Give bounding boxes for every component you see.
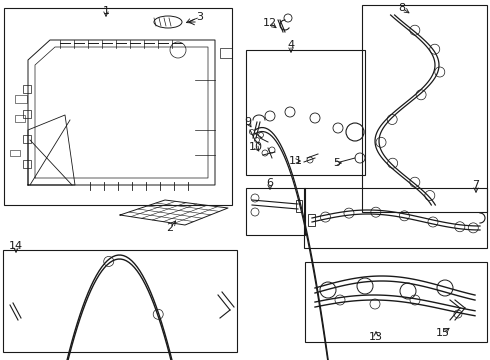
Bar <box>10 150 20 156</box>
Text: 6: 6 <box>267 178 273 188</box>
Text: 15: 15 <box>436 328 450 338</box>
Text: 7: 7 <box>472 180 480 190</box>
Bar <box>23 110 31 118</box>
Bar <box>23 135 31 143</box>
Bar <box>304 188 487 248</box>
Text: 9: 9 <box>245 117 251 127</box>
Bar <box>220 48 232 58</box>
Text: 14: 14 <box>9 241 23 251</box>
Bar <box>246 188 305 235</box>
Bar <box>15 95 27 103</box>
Bar <box>362 5 487 212</box>
Text: 10: 10 <box>249 142 263 152</box>
Text: 8: 8 <box>398 3 406 13</box>
Text: 1: 1 <box>102 6 109 16</box>
Bar <box>305 262 487 342</box>
Text: 13: 13 <box>369 332 383 342</box>
Bar <box>246 50 365 175</box>
Bar <box>296 200 302 212</box>
Bar <box>308 214 315 226</box>
Text: 4: 4 <box>288 40 294 50</box>
Bar <box>23 160 31 168</box>
Bar <box>3 250 237 352</box>
Text: 2: 2 <box>167 223 173 233</box>
Text: 3: 3 <box>196 12 203 22</box>
Text: 5: 5 <box>334 158 341 168</box>
Text: 12: 12 <box>263 18 277 28</box>
Bar <box>15 115 25 122</box>
Text: 11: 11 <box>289 156 303 166</box>
Bar <box>4 8 232 205</box>
Bar <box>23 85 31 93</box>
